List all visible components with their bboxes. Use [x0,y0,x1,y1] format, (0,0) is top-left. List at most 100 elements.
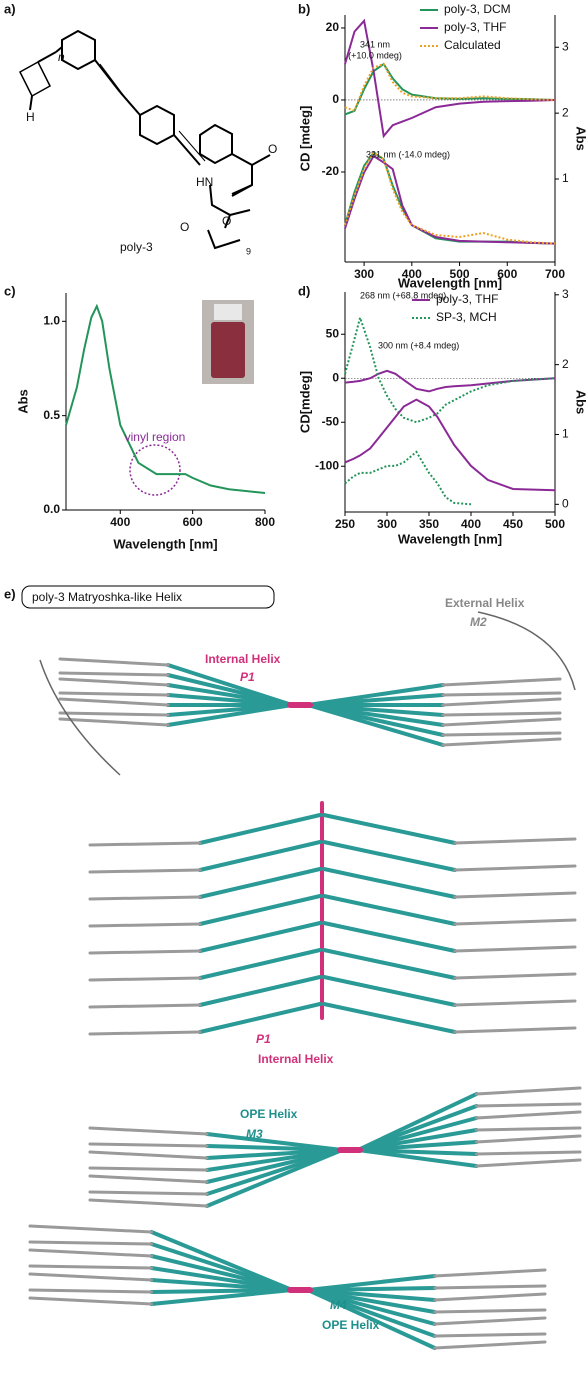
atom-label: O [268,142,277,156]
legend-label: Calculated [444,38,501,52]
helix-label: M2 [470,615,487,629]
alkyl-chain [88,949,202,955]
y-axis-label: Abs [15,389,30,414]
alkyl-chain [453,918,577,926]
atom-label: HN [196,175,213,189]
box-title: poly-3 Matryoshka-like Helix [32,590,182,604]
ope-arm [306,1288,437,1350]
ope-arm [322,894,457,926]
x-tick-label: 500 [450,267,470,281]
alkyl-chain [28,1264,153,1270]
alkyl-chain [475,1086,582,1096]
repeat-label: n [58,50,65,64]
ope-arm [198,867,322,899]
x-tick-label: 800 [255,515,275,529]
y2-tick-label: 1 [562,427,569,441]
x-axis-label: Wavelength [nm] [398,275,502,290]
alkyl-chain [441,697,562,707]
ope-arm [205,1148,344,1208]
ope-arm [306,703,445,747]
y2-tick-label: 2 [562,357,569,371]
legend-label: SP-3, MCH [436,310,497,324]
y-tick-label: 0 [332,370,339,384]
alkyl-chain [28,1240,153,1246]
x-tick-label: 600 [497,267,517,281]
alkyl-chain [88,1190,209,1196]
alkyl-chain [441,677,562,687]
y2-axis-label: Abs [574,390,588,415]
alkyl-chain [58,677,170,687]
x-tick-label: 350 [419,517,439,531]
ope-arm [149,1288,294,1306]
x-tick-label: 300 [377,517,397,531]
alkyl-chain [433,1268,547,1278]
helix-label: OPE Helix [322,1318,380,1332]
y-tick-label: 20 [326,20,340,34]
series-line [344,314,556,424]
x-tick-label: 500 [545,517,565,531]
alkyl-chain [441,711,562,717]
alkyl-chain [88,1166,209,1172]
alkyl-chain [433,1308,547,1314]
alkyl-chain [441,731,562,737]
alkyl-chain [88,1003,202,1009]
alkyl-chain [453,972,577,980]
y-tick-label: -100 [315,458,339,472]
ope-arm [356,1148,479,1168]
alkyl-chain [475,1134,582,1144]
x-tick-label: 300 [354,267,374,281]
y2-tick-label: 3 [562,39,569,53]
ope-arm [322,1002,457,1034]
annotation: 268 nm (+68.8 mdeg) [360,290,446,300]
helix-label: External Helix [445,596,525,610]
ope-arm [166,703,294,727]
alkyl-chain [475,1126,582,1132]
x-tick-label: 700 [545,267,565,281]
alkyl-chain [475,1110,582,1120]
series-line [344,62,556,113]
annotation: 300 nm (+8.4 mdeg) [378,340,459,350]
y2-tick-label: 1 [562,171,569,185]
alkyl-chain [453,999,577,1007]
x-tick-label: 250 [335,517,355,531]
alkyl-chain [28,1248,153,1258]
ope-arm [322,840,457,872]
alkyl-chain [453,1026,577,1034]
series-line [344,18,556,139]
x-tick-label: 400 [402,267,422,281]
alkyl-chain [433,1316,547,1326]
series-line [344,154,556,245]
annotation: 331 nm (-14.0 mdeg) [366,149,450,159]
alkyl-chain [58,697,170,707]
legend-label: poly-3, THF [436,292,498,306]
helix-label: Internal Helix [205,652,281,666]
alkyl-chain [88,841,202,847]
y-axis-label: CD [mdeg] [297,106,312,172]
ope-arm [198,1002,322,1034]
alkyl-chain [88,1174,209,1184]
atom-label: O [180,220,189,234]
y-tick-label: 1.0 [43,313,60,327]
y-tick-label: 0.0 [43,502,60,516]
x-tick-label: 600 [183,515,203,529]
vial-photo [202,300,254,384]
y-tick-label: 0.5 [43,408,60,422]
series-line [344,151,556,245]
y-tick-label: -50 [322,414,340,428]
x-tick-label: 400 [110,515,130,529]
alkyl-chain [28,1288,153,1294]
helix-label: P1 [240,670,255,684]
ope-arm [322,948,457,980]
ope-arm [198,948,322,980]
alkyl-chain [88,1142,209,1148]
series-line [344,398,556,492]
alkyl-chain [475,1158,582,1168]
structure [19,29,271,250]
alkyl-chain [433,1332,547,1338]
ope-arm [322,867,457,899]
vinyl-circle [129,444,181,496]
alkyl-chain [88,1030,202,1036]
alkyl-chain [58,691,170,697]
compound-label: poly-3 [120,240,153,254]
